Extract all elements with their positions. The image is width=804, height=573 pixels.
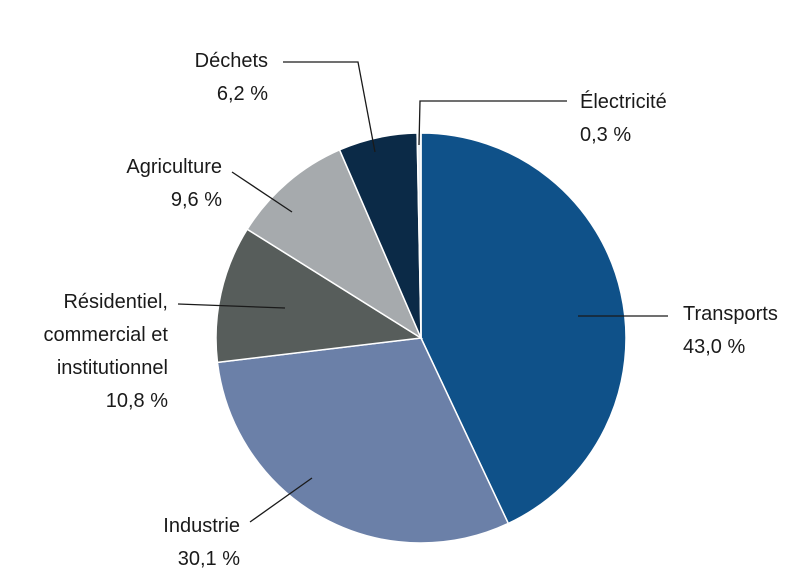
pie-slice (420, 132, 627, 525)
category-label: Industrie (163, 515, 240, 537)
value-label: 9,6 % (170, 189, 222, 211)
slice-label: Agriculture 9,6 % (22, 151, 222, 217)
slice-label: Industrie 30,1 % (40, 510, 240, 573)
value-label: 0,3 % (580, 124, 632, 146)
category-label: Déchets (194, 50, 268, 72)
pie-slice (246, 148, 423, 340)
category-label: Résidentiel, commercial et institutionne… (43, 291, 168, 379)
slice-label: Transports 43,0 % (683, 298, 803, 364)
slice-label: Résidentiel, commercial et institutionne… (0, 286, 168, 418)
slice-label: Déchets 6,2 % (68, 45, 268, 111)
value-label: 10,8 % (105, 390, 168, 412)
value-label: 6,2 % (216, 83, 268, 105)
leader-line (249, 477, 313, 523)
category-label: Transports (683, 303, 778, 325)
value-label: 43,0 % (683, 336, 746, 358)
value-label: 30,1 % (177, 548, 240, 570)
category-label: Agriculture (126, 156, 222, 178)
leader-line (231, 171, 293, 213)
category-label: Électricité (580, 91, 667, 113)
pie-slice (215, 228, 424, 364)
leader-line (418, 100, 567, 146)
slice-label: Électricité 0,3 % (580, 86, 780, 152)
leader-line (177, 303, 286, 309)
leader-line (283, 61, 376, 153)
pie-slice (216, 337, 510, 544)
